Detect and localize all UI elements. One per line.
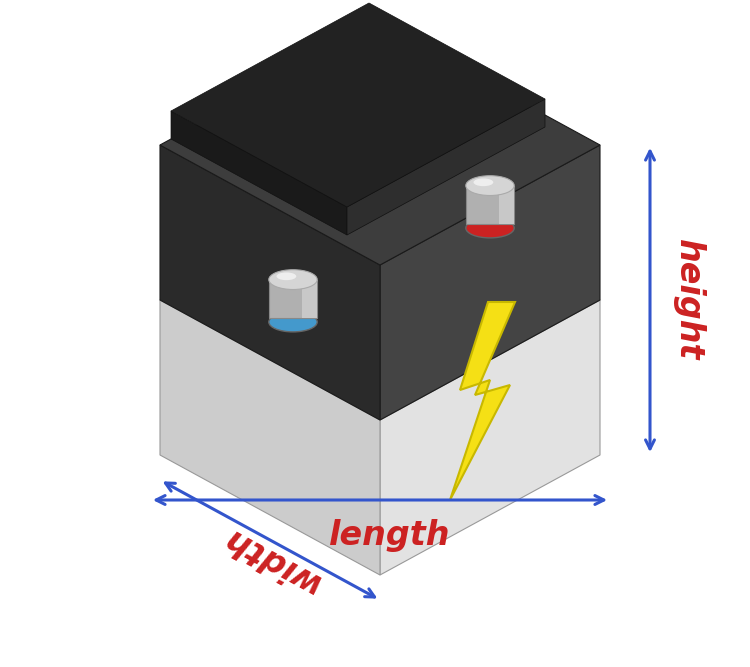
- Polygon shape: [499, 185, 514, 223]
- Ellipse shape: [466, 175, 514, 195]
- Polygon shape: [160, 300, 380, 575]
- Text: height: height: [671, 239, 704, 361]
- Polygon shape: [171, 3, 545, 207]
- Polygon shape: [302, 279, 317, 317]
- Polygon shape: [171, 111, 347, 235]
- Text: width: width: [215, 520, 325, 600]
- Ellipse shape: [473, 179, 494, 186]
- Polygon shape: [268, 279, 317, 317]
- Polygon shape: [450, 302, 515, 500]
- Ellipse shape: [268, 312, 317, 332]
- Text: length: length: [329, 518, 451, 552]
- Polygon shape: [160, 180, 600, 420]
- Polygon shape: [160, 145, 380, 420]
- Polygon shape: [380, 300, 600, 575]
- Ellipse shape: [277, 272, 296, 280]
- Ellipse shape: [268, 269, 317, 289]
- Polygon shape: [347, 99, 545, 235]
- Polygon shape: [466, 185, 514, 223]
- Polygon shape: [380, 145, 600, 420]
- Polygon shape: [160, 25, 600, 265]
- Ellipse shape: [466, 218, 514, 238]
